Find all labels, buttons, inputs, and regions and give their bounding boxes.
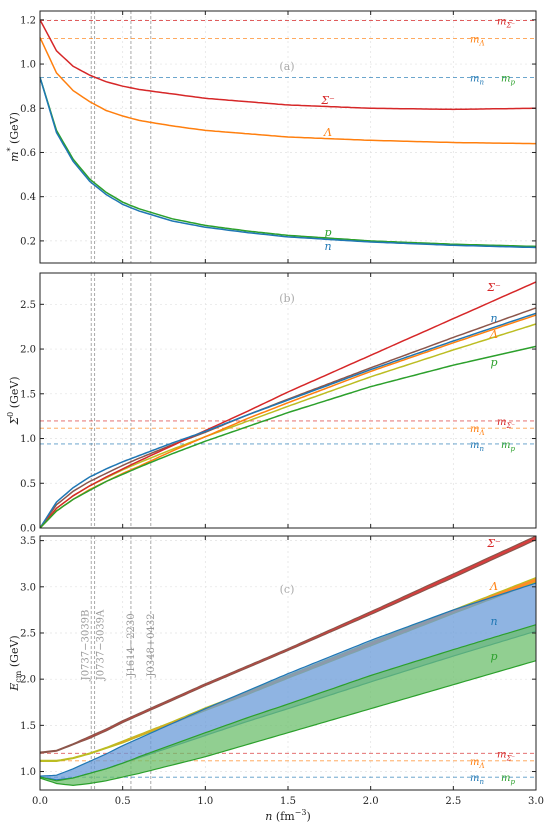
y-tick-label: 0.4 — [20, 192, 36, 203]
vacuum-mass-label-n: mn — [470, 773, 484, 786]
vacuum-mass-label-sigma: mΣ⁻ — [497, 749, 515, 762]
y-tick-label: 3.0 — [20, 582, 36, 593]
y-tick-label: 0.5 — [20, 479, 36, 490]
vacuum-mass-label-lambda: mΛ — [470, 424, 485, 437]
vacuum-mass-label-sigma: mΣ⁻ — [497, 17, 515, 30]
y-tick-label: 1.5 — [20, 389, 36, 400]
curve-label-sigma: Σ⁻ — [320, 94, 335, 107]
panel-label: (b) — [279, 292, 295, 305]
y-tick-label: 0.2 — [20, 236, 36, 247]
band-upper-edge-p — [39, 624, 537, 782]
y-tick-label: 1.0 — [20, 767, 36, 778]
y-tick-label: 1.0 — [20, 434, 36, 445]
y-tick-label: 2.5 — [20, 300, 36, 311]
series-line-sigma — [39, 19, 536, 111]
panel-label: (c) — [280, 583, 295, 596]
y-tick-label: 2.0 — [20, 675, 36, 686]
band-upper-edge-n — [39, 582, 537, 777]
vacuum-mass-label-p: mp — [501, 74, 515, 87]
y-axis-title: Ecm (GeV) — [8, 635, 23, 691]
x-tick-label: 0.5 — [115, 796, 131, 807]
curve-label-sigma: Σ⁻ — [486, 537, 501, 550]
curve-label-p: p — [490, 650, 497, 663]
series-line-lambda — [39, 314, 537, 529]
series-line-p — [39, 77, 537, 248]
band-upper-edge-sigma — [39, 535, 537, 753]
pulsar-label: J0737−3039A — [96, 609, 107, 681]
panel-a-effective-mass: 0.2 0.4 0.6 0.8 1.0 1.2 m* (GeV) (a) mΣ⁻ mΛ mn mp Σ⁻… — [6, 10, 537, 264]
y-tick-label: 1.5 — [20, 721, 36, 732]
series-line-n — [39, 312, 537, 529]
curve-label-n: n — [324, 240, 331, 253]
band-lower-edge-p — [39, 660, 537, 787]
panel-label: (a) — [279, 60, 294, 73]
curve-label-lambda: Λ — [489, 328, 498, 341]
vacuum-mass-label-p: mp — [501, 773, 515, 786]
band-lower-edge-sigma — [39, 539, 537, 754]
curve-label-n: n — [490, 312, 497, 325]
y-tick-label: 0.8 — [20, 104, 36, 115]
x-axis-title: n (fm−3) — [265, 808, 310, 823]
series-line-lambda_band — [39, 323, 537, 529]
pulsar-label: J0348+0432 — [146, 613, 157, 677]
vacuum-mass-label-n: mn — [470, 440, 484, 453]
series-line-lambda — [39, 37, 536, 145]
band-fill-n — [40, 583, 536, 780]
pulsar-label: J1614−2230 — [126, 613, 137, 677]
pulsar-label: J0737−3039B — [80, 610, 91, 682]
y-axis-title: m* (GeV) — [6, 112, 21, 162]
x-tick-label: 2.5 — [445, 796, 461, 807]
x-tick-label: 0.0 — [32, 796, 48, 807]
x-tick-label: 1.0 — [197, 796, 213, 807]
y-tick-label: 2.5 — [20, 628, 36, 639]
series-line-n — [39, 77, 537, 249]
curve-label-p: p — [324, 226, 331, 239]
panel-c-center-of-mass-energy: 1.0 1.5 2.0 2.5 3.0 3.5 0.0 0.5 1.0 1.5 2.0 2.5 3.0 E… — [8, 535, 544, 823]
vacuum-mass-label-lambda: mΛ — [470, 757, 485, 770]
y-tick-label: 0.0 — [20, 524, 36, 535]
curve-label-lambda: Λ — [323, 126, 332, 139]
series-line-sigma — [39, 281, 537, 529]
x-tick-label: 1.5 — [280, 796, 296, 807]
curve-label-lambda: Λ — [489, 580, 498, 593]
vacuum-mass-label-sigma: mΣ⁻ — [497, 417, 515, 430]
y-tick-label: 1.0 — [20, 60, 36, 71]
vacuum-mass-label-p: mp — [501, 440, 515, 453]
curve-label-sigma: Σ⁻ — [486, 281, 501, 294]
curve-label-n: n — [490, 615, 497, 628]
y-tick-label: 1.2 — [20, 15, 36, 26]
curve-label-p: p — [490, 356, 497, 369]
y-tick-label: 2.0 — [20, 345, 36, 356]
panel-b-scalar-self-energy: 0.0 0.5 1.0 1.5 2.0 2.5 Σ0 (GeV) (b) mΣ⁻ mΛ mn mp Σ⁻… — [6, 272, 537, 535]
x-tick-label: 3.0 — [528, 796, 544, 807]
vacuum-mass-label-n: mn — [470, 74, 484, 87]
series-line-sigma_band — [39, 307, 537, 529]
y-axis-title: Σ0 (GeV) — [6, 376, 21, 425]
vacuum-mass-label-lambda: mΛ — [470, 34, 485, 47]
band-fill-p — [40, 624, 536, 786]
series-line-p — [39, 345, 537, 529]
y-tick-label: 0.6 — [20, 148, 36, 159]
y-tick-label: 3.5 — [20, 536, 36, 547]
x-tick-label: 2.0 — [363, 796, 379, 807]
